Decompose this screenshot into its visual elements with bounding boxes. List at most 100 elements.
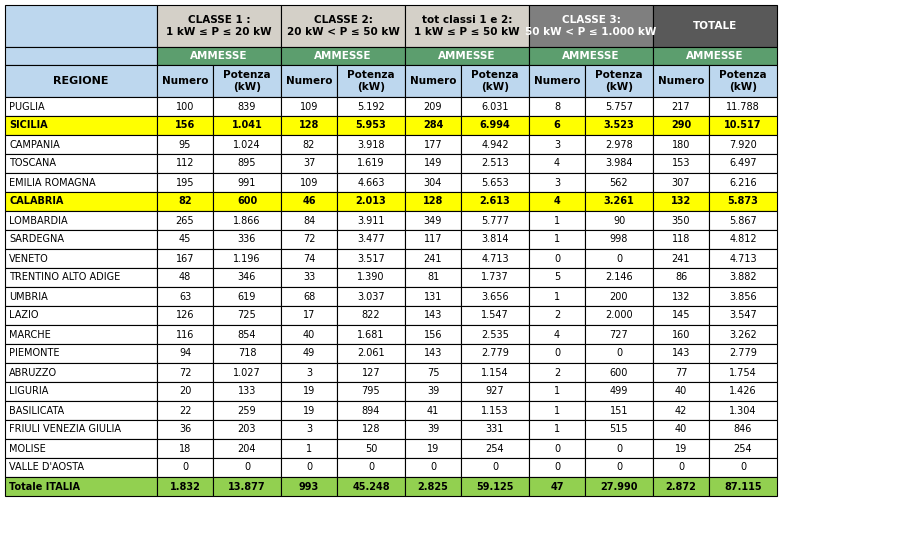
Text: CALABRIA: CALABRIA (9, 196, 63, 207)
Text: 1.196: 1.196 (233, 253, 261, 264)
Bar (529, 211, 585, 230)
Text: 10.517: 10.517 (724, 120, 761, 131)
Bar (709, 173, 777, 192)
Bar (213, 344, 281, 363)
Text: TOTALE: TOTALE (693, 21, 737, 31)
Text: MARCHE: MARCHE (9, 329, 50, 340)
Bar (529, 5, 653, 47)
Text: Numero: Numero (410, 76, 456, 86)
Bar (461, 173, 529, 192)
Bar (213, 65, 281, 97)
Text: LAZIO: LAZIO (9, 311, 39, 321)
Text: 0: 0 (244, 463, 250, 473)
Text: 1.390: 1.390 (357, 272, 385, 282)
Bar (213, 287, 281, 306)
Text: 203: 203 (238, 424, 256, 434)
Text: 13.877: 13.877 (229, 481, 266, 492)
Bar (157, 230, 213, 249)
Text: 0: 0 (616, 463, 622, 473)
Text: 2.779: 2.779 (729, 348, 757, 358)
Bar (529, 382, 585, 401)
Bar (405, 268, 461, 287)
Bar (405, 249, 461, 268)
Text: 19: 19 (427, 444, 439, 453)
Bar (5, 401, 157, 420)
Text: 0: 0 (740, 463, 746, 473)
Bar (213, 249, 281, 268)
Bar (461, 211, 529, 230)
Bar (5, 135, 157, 154)
Text: 82: 82 (178, 196, 192, 207)
Bar (337, 439, 405, 458)
Bar (653, 173, 709, 192)
Bar (157, 211, 213, 230)
Bar (5, 420, 157, 439)
Bar (5, 173, 157, 192)
Text: Potenza
(kW): Potenza (kW) (347, 70, 395, 92)
Bar (461, 363, 529, 382)
Bar (157, 477, 213, 496)
Text: 1: 1 (554, 292, 560, 301)
Bar (461, 268, 529, 287)
Bar (709, 401, 777, 420)
Text: 1.153: 1.153 (482, 405, 508, 416)
Bar (529, 135, 585, 154)
Bar (405, 135, 461, 154)
Bar (529, 65, 585, 97)
Text: 4: 4 (554, 196, 561, 207)
Bar (5, 306, 157, 325)
Bar (529, 306, 585, 325)
Text: 3: 3 (306, 368, 312, 377)
Bar (405, 306, 461, 325)
Text: 90: 90 (613, 216, 626, 225)
Text: 5.653: 5.653 (482, 177, 508, 188)
Text: 1: 1 (306, 444, 312, 453)
Text: 167: 167 (176, 253, 194, 264)
Bar (157, 173, 213, 192)
Text: 160: 160 (671, 329, 690, 340)
Text: 0: 0 (554, 253, 560, 264)
Bar (213, 173, 281, 192)
Bar (461, 306, 529, 325)
Bar (281, 97, 337, 116)
Bar (709, 154, 777, 173)
Bar (281, 401, 337, 420)
Bar (529, 363, 585, 382)
Text: 259: 259 (238, 405, 256, 416)
Text: 112: 112 (176, 159, 194, 168)
Text: 0: 0 (430, 463, 436, 473)
Bar (585, 477, 653, 496)
Text: 86: 86 (675, 272, 687, 282)
Bar (709, 230, 777, 249)
Text: 1.832: 1.832 (169, 481, 201, 492)
Text: 87.115: 87.115 (724, 481, 761, 492)
Bar (585, 287, 653, 306)
Bar (653, 382, 709, 401)
Bar (653, 192, 709, 211)
Bar (529, 477, 585, 496)
Bar (709, 420, 777, 439)
Text: 254: 254 (486, 444, 504, 453)
Text: 204: 204 (238, 444, 256, 453)
Bar (585, 306, 653, 325)
Text: 1.737: 1.737 (482, 272, 508, 282)
Bar (585, 249, 653, 268)
Bar (529, 154, 585, 173)
Bar (5, 116, 157, 135)
Bar (461, 65, 529, 97)
Bar (281, 192, 337, 211)
Bar (709, 268, 777, 287)
Bar (337, 173, 405, 192)
Text: 131: 131 (424, 292, 442, 301)
Bar (5, 249, 157, 268)
Bar (5, 5, 157, 47)
Text: 2.779: 2.779 (482, 348, 508, 358)
Text: Numero: Numero (658, 76, 704, 86)
Text: 128: 128 (423, 196, 443, 207)
Bar (157, 268, 213, 287)
Text: 3.262: 3.262 (729, 329, 757, 340)
Text: 117: 117 (424, 235, 442, 245)
Bar (405, 477, 461, 496)
Bar (5, 47, 157, 65)
Text: 59.125: 59.125 (476, 481, 514, 492)
